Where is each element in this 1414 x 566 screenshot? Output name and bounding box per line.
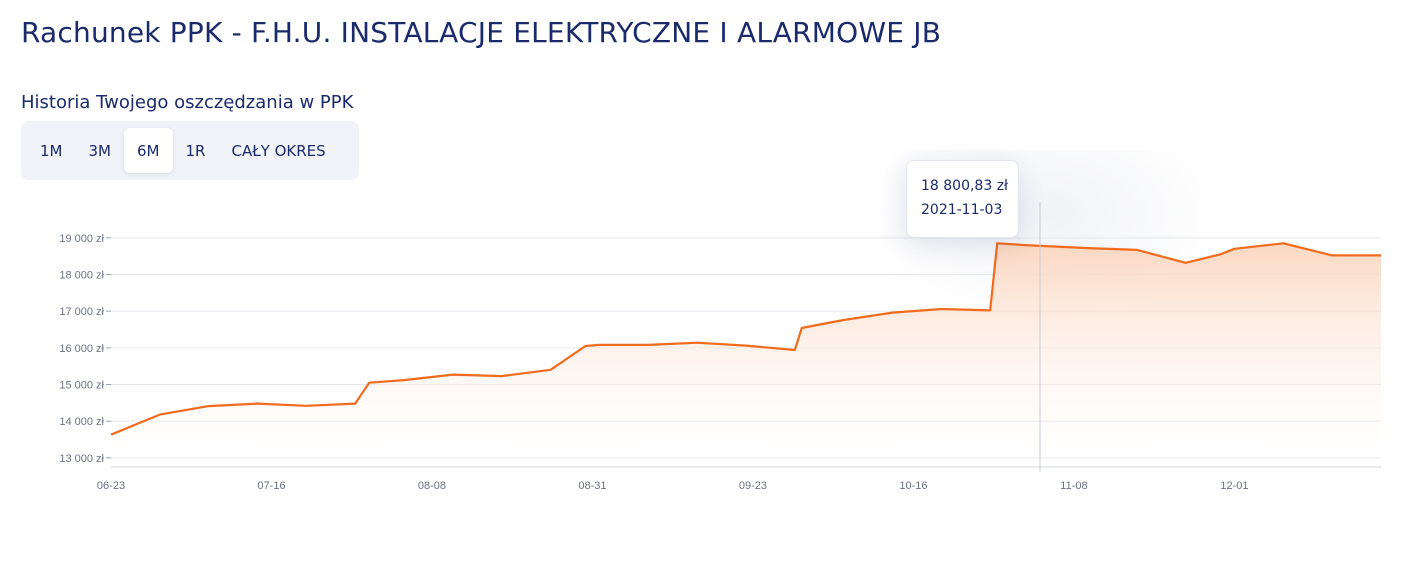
tab-1m[interactable]: 1M <box>40 141 63 160</box>
series-area <box>111 243 1381 467</box>
y-tick-label: 14 000 zł <box>59 416 104 428</box>
tab-caly-okres[interactable]: CAŁY OKRES <box>231 141 326 160</box>
x-tick-label: 11-08 <box>1060 480 1087 492</box>
section-title: Historia Twojego oszczędzania w PPK <box>21 92 354 113</box>
tab-3m[interactable]: 3M <box>88 141 112 160</box>
y-tick-label: 13 000 zł <box>59 453 104 465</box>
page-title: Rachunek PPK - F.H.U. INSTALACJE ELEKTRY… <box>21 16 942 49</box>
x-tick-label: 06-23 <box>97 480 125 492</box>
y-tick-label: 18 000 zł <box>59 270 104 282</box>
series-savings <box>110 242 1381 467</box>
y-tick-label: 16 000 zł <box>59 343 104 355</box>
tab-1r[interactable]: 1R <box>185 141 206 160</box>
x-tick-label: 07-16 <box>257 480 285 492</box>
x-tick-label: 09-23 <box>739 480 767 492</box>
tooltip-value: 18 800,83 zł <box>921 178 1009 194</box>
value-tooltip: 18 800,83 zł 2021-11-03 <box>906 160 1019 238</box>
y-tick-label: 19 000 zł <box>59 233 104 245</box>
x-axis: 06-23 07-16 08-08 08-31 09-23 10-16 11-08 12-01 <box>97 480 1249 492</box>
period-selector: 1M 3M 6M 1R CAŁY OKRES <box>21 121 359 180</box>
x-tick-label: 08-31 <box>578 480 606 492</box>
x-tick-label: 10-16 <box>899 480 927 492</box>
y-tick-label: 15 000 zł <box>59 380 104 392</box>
x-tick-label: 12-01 <box>1220 480 1248 492</box>
series-line <box>110 242 1381 436</box>
y-tick-label: 17 000 zł <box>59 306 104 318</box>
tab-6m[interactable]: 6M <box>124 128 173 173</box>
y-axis: 13 000 zł 14 000 zł 15 000 zł 16 000 zł 17 0… <box>59 233 111 465</box>
x-tick-label: 08-08 <box>418 480 446 492</box>
tooltip-date: 2021-11-03 <box>921 202 1003 218</box>
